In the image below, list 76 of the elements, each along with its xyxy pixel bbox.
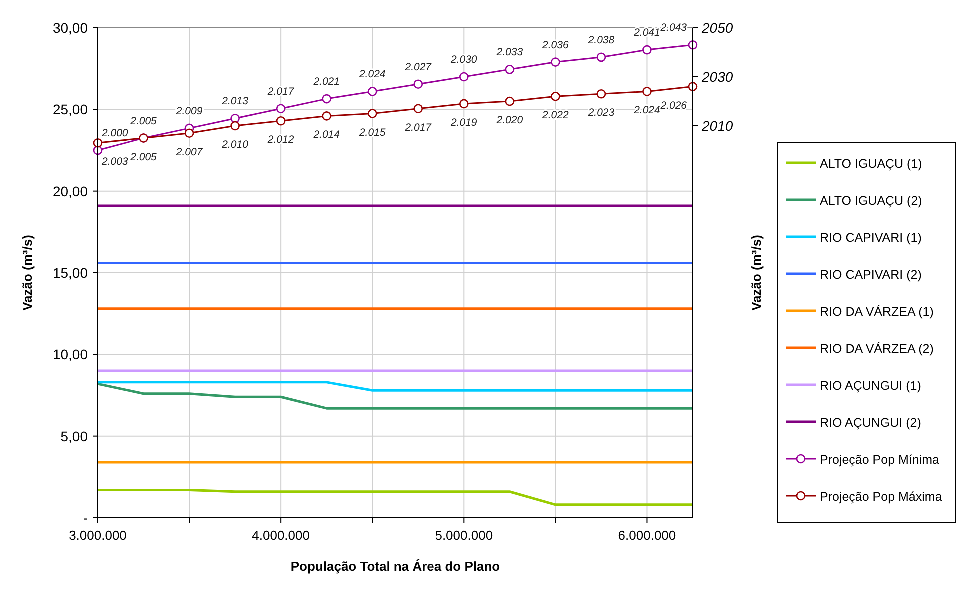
data-label: 2.014 (312, 129, 340, 142)
data-label: 2.038 (587, 34, 615, 46)
legend-label: ALTO IGUAÇU (2) (820, 194, 922, 208)
data-label: 2.010 (221, 139, 249, 151)
data-label: 2.036 (542, 39, 569, 52)
x-tick-label: 4.000.000 (252, 528, 310, 543)
x-axis-title: População Total na Área do Plano (290, 559, 500, 574)
data-label: 2.022 (542, 110, 569, 122)
y2-tick-label: 2030 (701, 69, 734, 85)
point (642, 87, 652, 96)
legend-label: RIO DA VÁRZEA (1) (820, 305, 934, 319)
y-tick-label: 5,00 (60, 428, 88, 444)
y2-axis-title: Vazão (m³/s) (749, 235, 764, 311)
point (596, 90, 606, 99)
point (276, 104, 286, 114)
data-label: 2.041 (633, 27, 660, 40)
point (596, 52, 606, 62)
point (551, 58, 560, 67)
legend-label: RIO CAPIVARI (1) (820, 231, 922, 245)
data-label: 2.033 (496, 46, 524, 59)
point (322, 112, 332, 121)
data-label: 2.026 (660, 100, 688, 112)
point (368, 109, 378, 118)
data-label: 2.003 (101, 156, 128, 168)
data-label: 2.020 (496, 114, 524, 126)
point (276, 116, 286, 126)
data-label: 2.013 (221, 96, 249, 108)
data-label: 2.027 (404, 61, 433, 74)
data-label: 2.024 (358, 68, 386, 81)
line-series (96, 382, 694, 410)
point (460, 72, 469, 82)
legend-label: RIO DA VÁRZEA (2) (820, 342, 934, 356)
point (414, 104, 424, 114)
legend-label: RIO AÇUNGUI (1) (820, 379, 922, 393)
point (414, 80, 424, 89)
data-label: 2.007 (175, 146, 204, 158)
data-label: 2.030 (450, 54, 478, 66)
data-label: 2.023 (587, 107, 615, 120)
y-tick-label: 15,00 (52, 265, 88, 281)
x-tick-label: 6.000.000 (618, 528, 676, 543)
data-label: 2.005 (130, 151, 158, 164)
legend-label: RIO AÇUNGUI (2) (820, 416, 922, 430)
data-label: 2.015 (358, 126, 386, 139)
data-label: 2.000 (101, 128, 128, 140)
legend-label: Projeção Pop Máxima (820, 490, 942, 504)
y-tick-label: 30,00 (52, 20, 88, 36)
data-label: 2.043 (660, 22, 688, 34)
x-tick-label: 3.000.000 (69, 528, 127, 543)
data-label: 2.009 (175, 105, 203, 118)
point (642, 45, 652, 55)
legend-label: Projeção Pop Mínima (820, 453, 940, 467)
data-label: 2.012 (266, 134, 294, 146)
y2-tick-label: 2050 (701, 20, 734, 36)
legend-label: ALTO IGUAÇU (1) (820, 157, 922, 171)
y-tick-label: 20,00 (52, 183, 88, 200)
y2-tick-label: 2010 (701, 118, 734, 134)
data-label: 2.021 (312, 76, 340, 88)
data-label: 2.017 (266, 86, 296, 98)
point (184, 128, 194, 138)
point (230, 121, 240, 131)
x-tick-label: 5.000.000 (435, 528, 494, 543)
data-label: 2.005 (130, 115, 158, 128)
data-label: 2.017 (404, 122, 433, 134)
data-label: 2.019 (450, 116, 478, 129)
y-axis-title: Vazão (m³/s) (20, 235, 35, 311)
point (368, 87, 378, 96)
y-tick-label: 10,00 (52, 346, 88, 363)
data-label: 2.024 (633, 104, 661, 117)
point (322, 94, 332, 104)
point (551, 92, 560, 102)
point (505, 65, 515, 74)
y-tick-label: - (83, 510, 88, 526)
legend-label: RIO CAPIVARI (2) (820, 268, 922, 282)
y-tick-label: 25,00 (52, 102, 88, 118)
point (505, 96, 515, 106)
point (460, 99, 469, 109)
